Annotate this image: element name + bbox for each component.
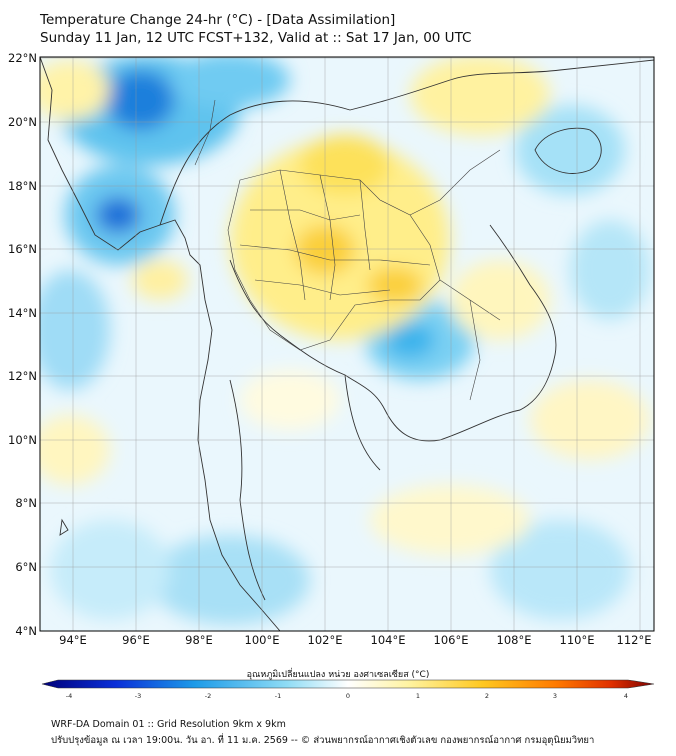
map-frame (39, 56, 655, 632)
colorbar-gradient (41, 679, 655, 689)
lon-label: 96°E (122, 633, 150, 647)
lon-label: 94°E (59, 633, 87, 647)
colorbar-tick: 2 (485, 692, 489, 700)
lat-label: 8°N (15, 496, 37, 510)
lon-label: 110°E (560, 633, 595, 647)
colorbar-tick: 1 (416, 692, 420, 700)
lon-label: 100°E (245, 633, 280, 647)
lat-label: 16°N (8, 242, 37, 256)
lon-label: 108°E (497, 633, 532, 647)
lat-label: 10°N (8, 433, 37, 447)
model-info: WRF-DA Domain 01 :: Grid Resolution 9km … (51, 719, 286, 730)
colorbar-tick: -4 (66, 692, 72, 700)
colorbar-tick: -3 (135, 692, 141, 700)
lat-label: 18°N (8, 179, 37, 193)
map-title: Temperature Change 24-hr (°C) - [Data As… (40, 12, 396, 28)
lat-label: 14°N (8, 306, 37, 320)
colorbar-tick: 4 (624, 692, 628, 700)
map-subtitle: Sunday 11 Jan, 12 UTC FCST+132, Valid at… (40, 30, 472, 46)
colorbar-tick: 3 (553, 692, 557, 700)
lat-label: 4°N (15, 624, 37, 638)
lon-label: 102°E (308, 633, 343, 647)
lon-label: 106°E (434, 633, 469, 647)
latitude-labels: 22°N 20°N 18°N 16°N 14°N 12°N 10°N 8°N 6… (8, 51, 37, 638)
colorbar-tick: 0 (346, 692, 350, 700)
colorbar: -4 -3 -2 -1 0 1 2 3 4 (41, 679, 655, 700)
gridlines (40, 57, 654, 631)
lon-label: 112°E (617, 633, 652, 647)
colorbar-tick: -1 (275, 692, 281, 700)
lat-label: 20°N (8, 115, 37, 129)
lon-label: 104°E (371, 633, 406, 647)
colorbar-label: อุณหภูมิเปลี่ยนแปลง หน่วย องศาเซลเซียส (… (246, 670, 430, 680)
colorbar-tick: -2 (205, 692, 211, 700)
update-credit: ปรับปรุงข้อมูล ณ เวลา 19:00น. วัน อา. ที… (51, 735, 595, 746)
lon-label: 98°E (185, 633, 213, 647)
lat-label: 22°N (8, 51, 37, 65)
longitude-labels: 94°E 96°E 98°E 100°E 102°E 104°E 106°E 1… (59, 633, 651, 647)
lat-label: 6°N (15, 560, 37, 574)
lat-label: 12°N (8, 369, 37, 383)
temperature-field (40, 57, 654, 631)
